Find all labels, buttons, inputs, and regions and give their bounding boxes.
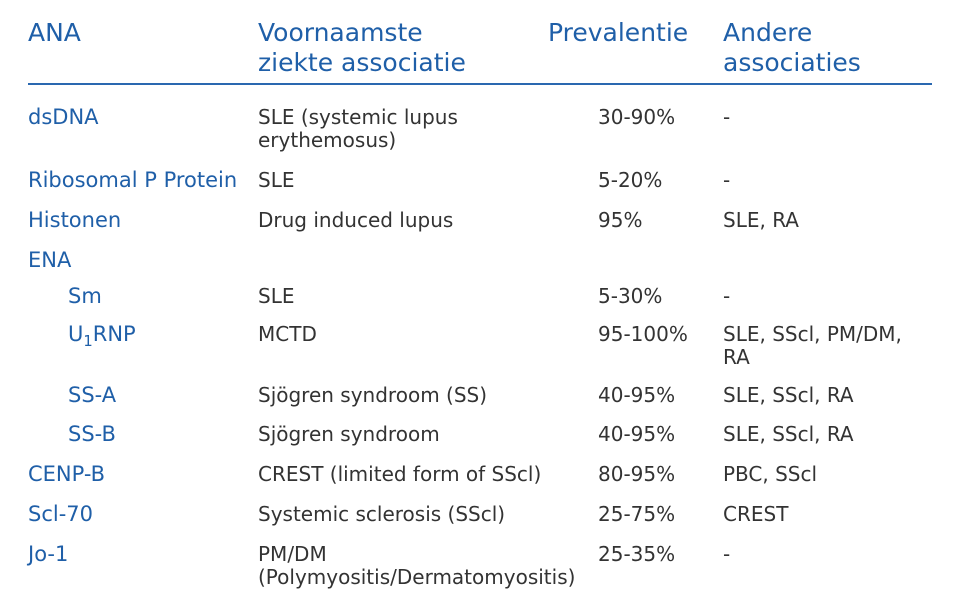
assoc-cenpb: PBC, SScl xyxy=(723,463,932,486)
disease-u1rnp: MCTD xyxy=(258,323,598,346)
disease-ribo: SLE xyxy=(258,169,598,192)
group-ena: ENA xyxy=(28,248,932,272)
row-scl70: Scl-70 Systemic sclerosis (SScl) 25-75% … xyxy=(28,502,932,526)
label-cenpb: CENP-B xyxy=(28,462,258,486)
header-disease-line1: Voornaamste xyxy=(258,18,423,47)
assoc-scl70: CREST xyxy=(723,503,932,526)
assoc-sm: - xyxy=(723,285,932,308)
assoc-ribo: - xyxy=(723,169,932,192)
label-sm: Sm xyxy=(28,284,258,308)
label-ssa: SS-A xyxy=(28,383,258,407)
header-prevalence: Prevalentie xyxy=(548,18,723,48)
row-u1rnp: U1RNP MCTD 95-100% SLE, SScl, PM/DM, RA xyxy=(28,322,932,369)
assoc-ssa: SLE, SScl, RA xyxy=(723,384,932,407)
disease-sm: SLE xyxy=(258,285,598,308)
header-disease: Voornaamste ziekte associatie xyxy=(258,18,548,77)
label-scl70: Scl-70 xyxy=(28,502,258,526)
header-disease-line2: ziekte associatie xyxy=(258,48,466,77)
disease-dsdna: SLE (systemic lupus erythemosus) xyxy=(258,106,598,152)
disease-jo1: PM/DM (Polymyositis/Dermatomyositis) xyxy=(258,543,598,589)
table-header-row: ANA Voornaamste ziekte associatie Preval… xyxy=(28,18,932,77)
label-ribo: Ribosomal P Protein xyxy=(28,168,258,192)
row-ssb: SS-B Sjögren syndroom 40-95% SLE, SScl, … xyxy=(28,422,932,446)
prev-cenpb: 80-95% xyxy=(598,463,723,486)
u1rnp-suf: RNP xyxy=(93,322,136,346)
prev-sm: 5-30% xyxy=(598,285,723,308)
ana-table-page: ANA Voornaamste ziekte associatie Preval… xyxy=(0,0,960,595)
row-cenpb: CENP-B CREST (limited form of SScl) 80-9… xyxy=(28,462,932,486)
disease-scl70: Systemic sclerosis (SScl) xyxy=(258,503,598,526)
header-associations: Andere associaties xyxy=(723,18,932,77)
prev-ssb: 40-95% xyxy=(598,423,723,446)
row-jo1: Jo-1 PM/DM (Polymyositis/Dermatomyositis… xyxy=(28,542,932,589)
disease-cenpb: CREST (limited form of SScl) xyxy=(258,463,598,486)
assoc-ssb: SLE, SScl, RA xyxy=(723,423,932,446)
row-ssa: SS-A Sjögren syndroom (SS) 40-95% SLE, S… xyxy=(28,383,932,407)
label-ssb: SS-B xyxy=(28,422,258,446)
disease-ssb: Sjögren syndroom xyxy=(258,423,598,446)
row-dsdna: dsDNA SLE (systemic lupus erythemosus) 3… xyxy=(28,105,932,152)
row-ribo: Ribosomal P Protein SLE 5-20% - xyxy=(28,168,932,192)
label-dsdna: dsDNA xyxy=(28,105,258,129)
assoc-dsdna: - xyxy=(723,106,932,129)
header-divider xyxy=(28,83,932,85)
row-sm: Sm SLE 5-30% - xyxy=(28,284,932,308)
u1rnp-sub: 1 xyxy=(83,334,92,351)
assoc-hist: SLE, RA xyxy=(723,209,932,232)
prev-dsdna: 30-90% xyxy=(598,106,723,129)
assoc-u1rnp: SLE, SScl, PM/DM, RA xyxy=(723,323,932,369)
row-hist: Histonen Drug induced lupus 95% SLE, RA xyxy=(28,208,932,232)
assoc-jo1: - xyxy=(723,543,932,566)
header-ana: ANA xyxy=(28,18,258,48)
prev-u1rnp: 95-100% xyxy=(598,323,723,346)
prev-hist: 95% xyxy=(598,209,723,232)
label-u1rnp: U1RNP xyxy=(28,322,258,346)
prev-scl70: 25-75% xyxy=(598,503,723,526)
disease-hist: Drug induced lupus xyxy=(258,209,598,232)
prev-jo1: 25-35% xyxy=(598,543,723,566)
label-jo1: Jo-1 xyxy=(28,542,258,566)
prev-ribo: 5-20% xyxy=(598,169,723,192)
label-hist: Histonen xyxy=(28,208,258,232)
u1rnp-pref: U xyxy=(68,322,83,346)
prev-ssa: 40-95% xyxy=(598,384,723,407)
disease-ssa: Sjögren syndroom (SS) xyxy=(258,384,598,407)
